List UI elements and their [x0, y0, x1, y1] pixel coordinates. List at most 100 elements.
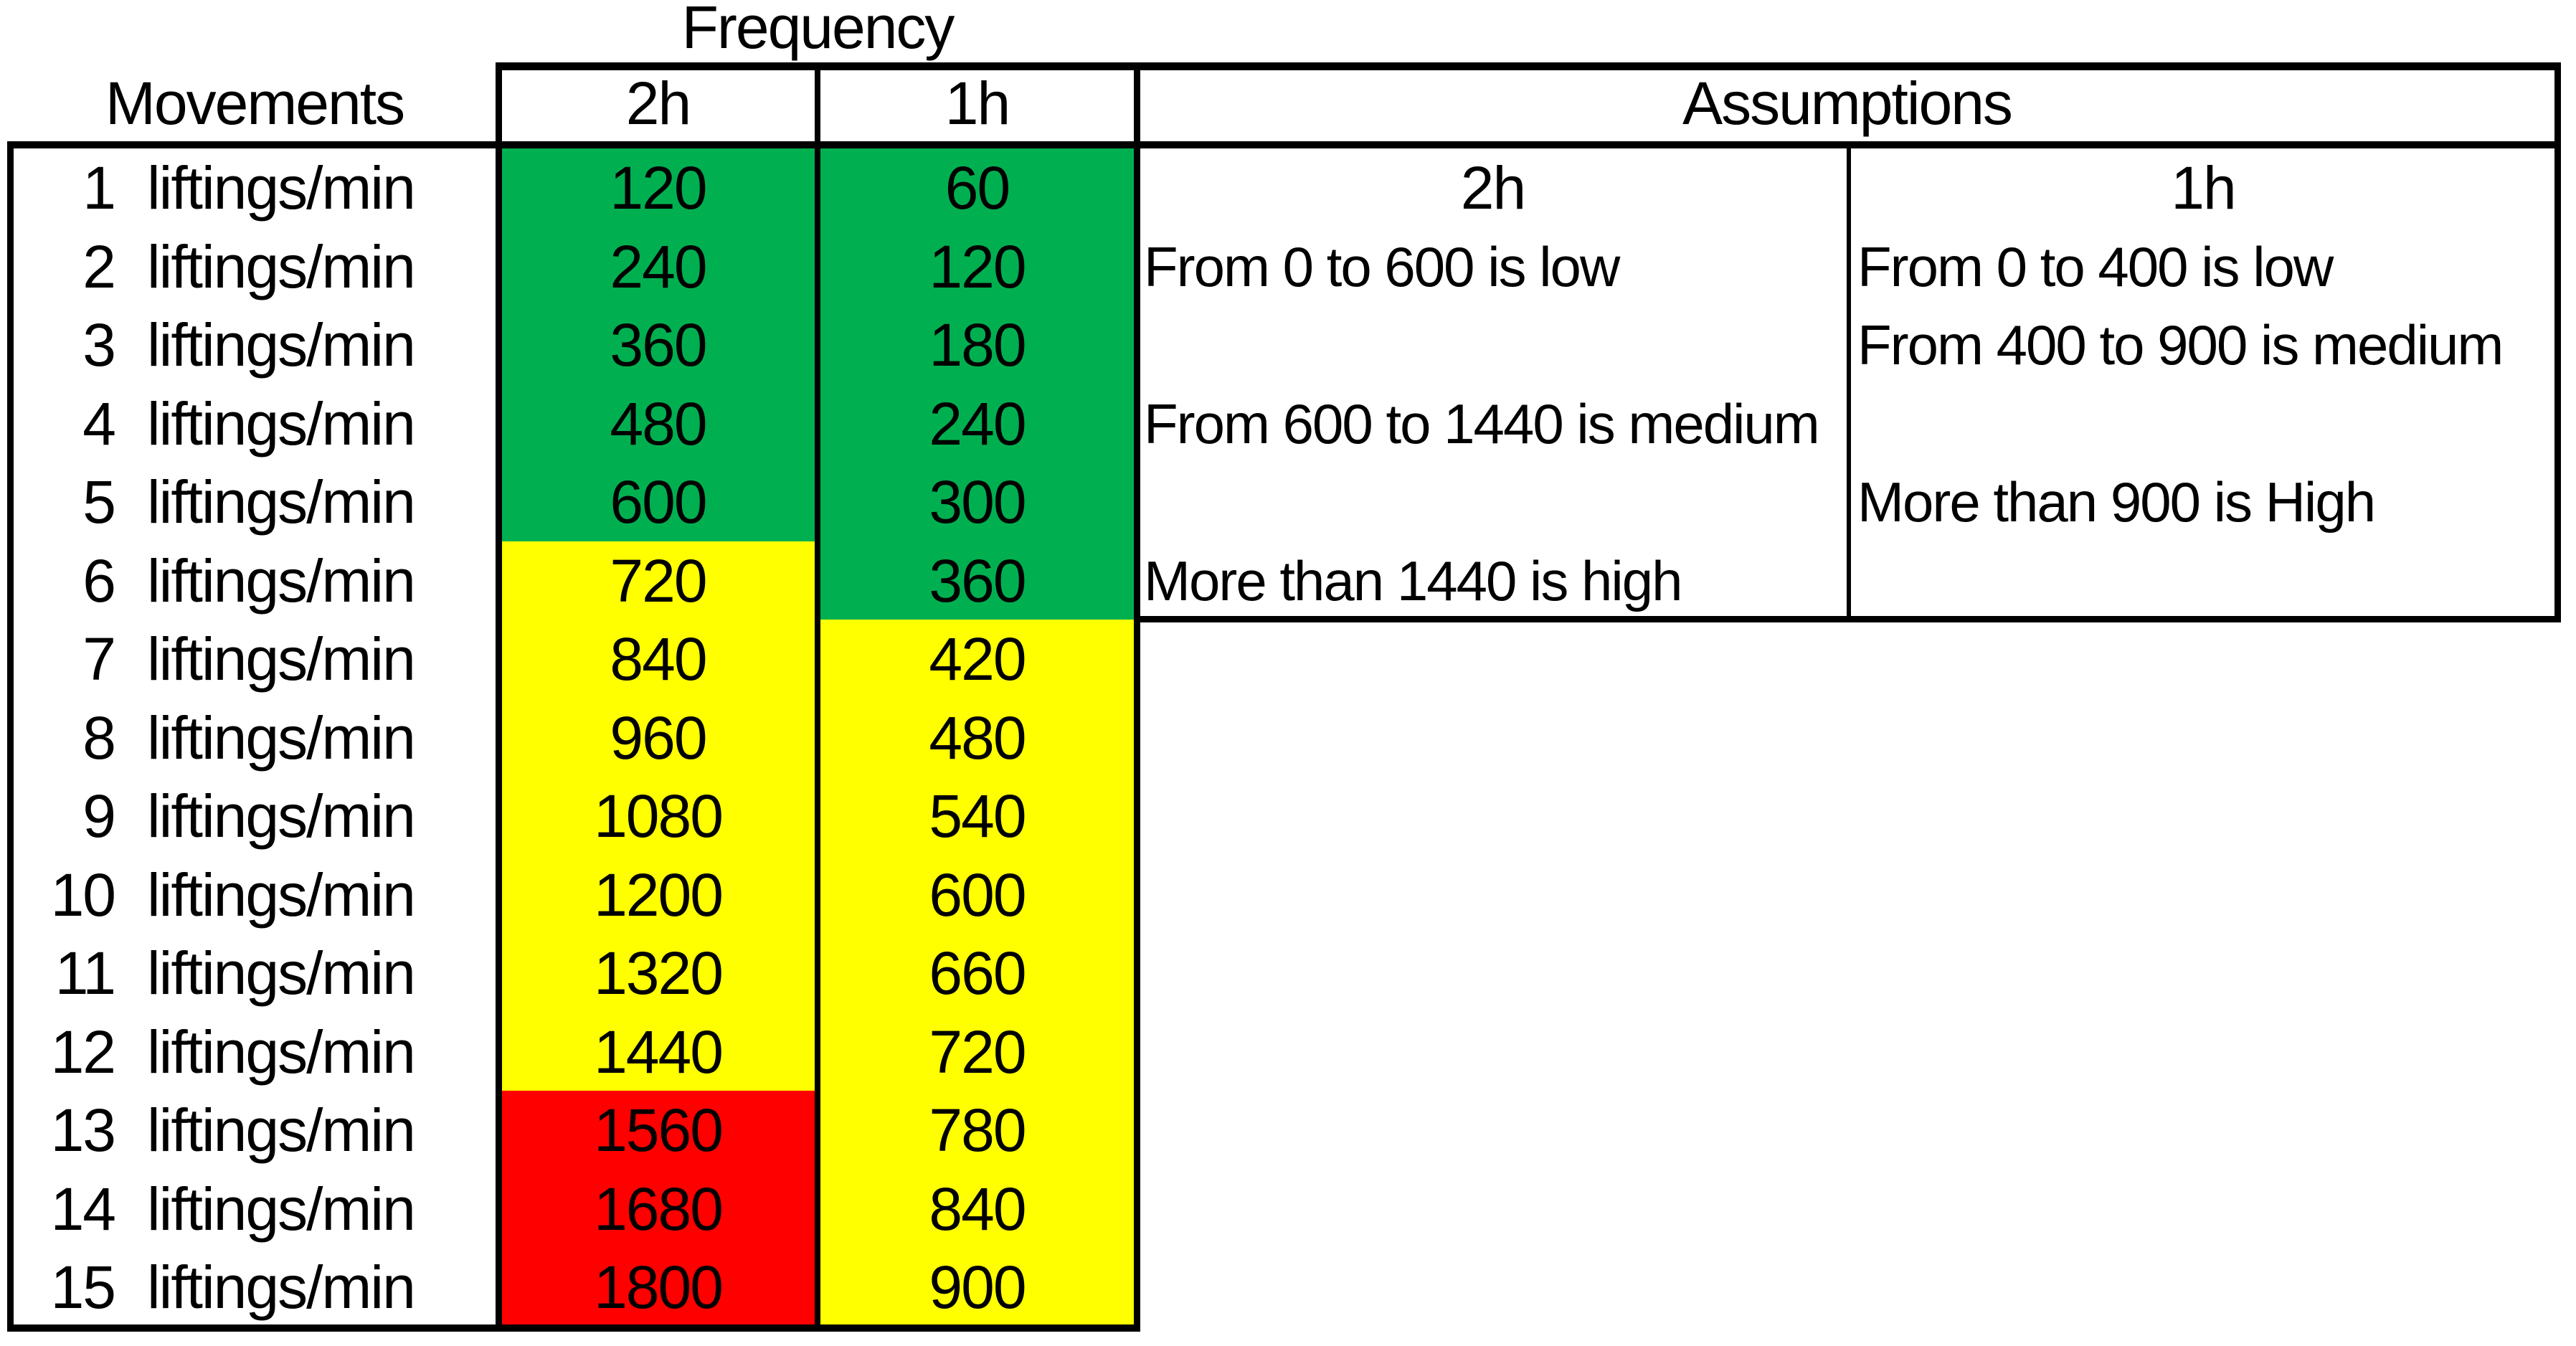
border-under-headers — [7, 141, 2561, 148]
movement-number: 14 — [50, 1175, 116, 1243]
movement-number: 1 — [82, 154, 116, 222]
freq-1h-medium-zone — [818, 620, 1137, 1331]
freq-1h-value: 360 — [929, 546, 1026, 615]
frequency-2h-column-header: 2h — [625, 70, 691, 137]
freq-2h-medium-zone — [498, 541, 818, 1091]
movement-unit: liftings/min — [147, 468, 416, 536]
freq-1h-value: 600 — [929, 861, 1026, 929]
freq-1h-value: 60 — [944, 153, 1010, 222]
freq-2h-value: 1080 — [594, 782, 724, 850]
assumptions-header: Assumptions — [1682, 70, 2013, 137]
movement-number: 6 — [82, 547, 116, 615]
freq-1h-value: 300 — [929, 468, 1026, 536]
freq-1h-low-zone — [818, 144, 1137, 620]
assumption-1h-note: More than 900 is High — [1857, 470, 2376, 534]
movement-number: 13 — [50, 1096, 116, 1164]
freq-2h-value: 1320 — [594, 939, 724, 1007]
assumption-1h-note: From 0 to 400 is low — [1857, 234, 2334, 298]
freq-2h-value: 840 — [610, 625, 707, 693]
movement-unit: liftings/min — [147, 861, 416, 929]
freq-2h-value: 1800 — [594, 1253, 724, 1321]
border-left — [7, 141, 14, 1332]
table-row: 14 liftings/min — [11, 1170, 498, 1248]
freq-2h-value: 720 — [610, 546, 707, 615]
freq-2h-value: 360 — [610, 311, 707, 379]
movement-unit: liftings/min — [147, 390, 416, 458]
freq-1h-value: 420 — [929, 625, 1026, 693]
movement-unit: liftings/min — [147, 547, 416, 615]
freq-2h-value: 1440 — [594, 1018, 724, 1086]
table-row: 13 liftings/min — [11, 1091, 498, 1170]
frequency-title: Frequency — [681, 0, 955, 61]
movement-unit: liftings/min — [147, 625, 416, 693]
freq-2h-value: 600 — [610, 468, 707, 536]
freq-1h-value: 780 — [929, 1096, 1026, 1164]
movement-number: 5 — [82, 468, 116, 536]
assumptions-1h-subheader: 1h — [2171, 154, 2236, 222]
movement-number: 3 — [82, 311, 116, 379]
border-right — [2554, 62, 2561, 622]
table-row: 6 liftings/min — [11, 541, 498, 620]
movement-unit: liftings/min — [147, 1253, 416, 1321]
movement-number: 9 — [82, 782, 116, 850]
border-top-header — [496, 62, 2561, 70]
movement-number: 15 — [50, 1253, 116, 1321]
table-row: 8 liftings/min — [11, 698, 498, 777]
table-row: 4 liftings/min — [11, 384, 498, 463]
freq-2h-value: 240 — [610, 232, 707, 300]
table-row: 9 liftings/min — [11, 777, 498, 856]
movement-number: 8 — [82, 704, 116, 772]
border-table-bottom — [7, 1324, 1140, 1332]
movement-unit: liftings/min — [147, 782, 416, 850]
border-freq2h-freq1h — [815, 62, 820, 1332]
table-row: 11 liftings/min — [11, 934, 498, 1013]
freq-1h-value: 120 — [929, 232, 1026, 300]
freq-1h-value: 660 — [929, 939, 1026, 1007]
freq-2h-value: 480 — [610, 389, 707, 458]
freq-2h-value: 120 — [610, 153, 707, 222]
frequency-1h-column-header: 1h — [944, 70, 1010, 137]
movement-unit: liftings/min — [147, 1175, 416, 1243]
table-row: 12 liftings/min — [11, 1013, 498, 1091]
freq-2h-value: 1560 — [594, 1096, 724, 1164]
movement-number: 10 — [50, 861, 116, 929]
movement-unit: liftings/min — [147, 939, 416, 1007]
freq-2h-value: 1680 — [594, 1175, 724, 1243]
border-assum-2h-1h — [1847, 141, 1851, 622]
assumption-2h-note: More than 1440 is high — [1144, 549, 1683, 612]
freq-2h-value: 1200 — [594, 861, 724, 929]
freq-1h-value: 480 — [929, 703, 1026, 772]
freq-1h-value: 240 — [929, 389, 1026, 458]
freq-1h-value: 840 — [929, 1175, 1026, 1243]
movement-number: 7 — [82, 625, 116, 693]
freq-1h-value: 720 — [929, 1018, 1026, 1086]
table-row: 2 liftings/min — [11, 227, 498, 306]
freq-2h-low-zone — [498, 144, 818, 541]
movements-column-header: Movements — [105, 70, 405, 137]
assumption-2h-note: From 600 to 1440 is medium — [1144, 392, 1820, 455]
assumption-2h-note: From 0 to 600 is low — [1144, 234, 1620, 298]
table-row: 15 liftings/min — [11, 1248, 498, 1327]
movement-unit: liftings/min — [147, 233, 416, 300]
table-row: 7 liftings/min — [11, 620, 498, 698]
movement-number: 4 — [82, 390, 116, 458]
movement-unit: liftings/min — [147, 311, 416, 379]
movement-number: 12 — [50, 1018, 116, 1086]
assumptions-2h-subheader: 2h — [1460, 154, 1526, 222]
freq-1h-value: 180 — [929, 311, 1026, 379]
border-movements-freq2h — [496, 62, 502, 1332]
movement-number: 11 — [55, 939, 116, 1007]
freq-2h-value: 960 — [610, 703, 707, 772]
table-row: 3 liftings/min — [11, 305, 498, 384]
movement-unit: liftings/min — [147, 1096, 416, 1164]
movement-number: 2 — [82, 233, 116, 300]
movement-unit: liftings/min — [147, 154, 416, 222]
table-row: 10 liftings/min — [11, 856, 498, 934]
freq-2h-high-zone — [498, 1091, 818, 1331]
movement-unit: liftings/min — [147, 704, 416, 772]
movement-unit: liftings/min — [147, 1018, 416, 1086]
table-row: 5 liftings/min — [11, 463, 498, 541]
table-row: 1 liftings/min — [11, 148, 498, 227]
assumption-1h-note: From 400 to 900 is medium — [1857, 313, 2504, 376]
